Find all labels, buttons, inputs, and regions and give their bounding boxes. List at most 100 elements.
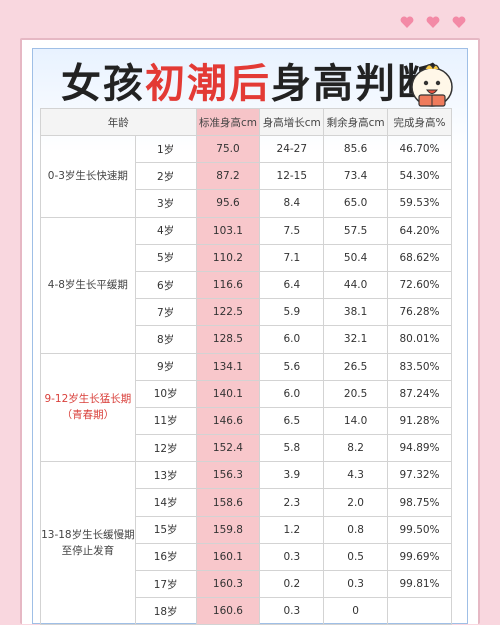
height-increase-cell: 7.5	[259, 216, 325, 245]
age-cell: 10岁	[134, 379, 197, 408]
age-cell: 12岁	[134, 434, 197, 463]
height-increase-cell: 3.9	[259, 461, 325, 490]
remaining-height-cell: 26.5	[323, 352, 389, 381]
standard-height-cell: 95.6	[195, 189, 261, 218]
remaining-height-cell: 0	[323, 597, 389, 625]
table-row: 8岁 128.5 6.0 32.1 80.01%	[41, 325, 452, 354]
height-increase-cell: 6.0	[259, 379, 325, 408]
table-row: 0-3岁生长快速期 1岁 75.0 24-27 85.6 46.70%	[40, 134, 452, 218]
age-group-label: 4-8岁生长平缓期	[40, 216, 136, 354]
heart-icon	[452, 16, 466, 28]
age-cell: 11岁	[134, 406, 197, 436]
height-increase-cell: 1.2	[259, 515, 325, 544]
title-part-1: 女孩	[61, 61, 145, 107]
height-increase-cell: 12-15	[259, 162, 325, 191]
completion-percent-cell	[387, 597, 452, 625]
remaining-height-cell: 32.1	[323, 325, 389, 354]
height-increase-cell: 6.0	[259, 325, 325, 354]
standard-height-cell: 122.5	[195, 298, 261, 327]
standard-height-cell: 140.1	[195, 379, 261, 408]
standard-height-cell: 158.6	[195, 488, 261, 517]
age-cell: 16岁	[134, 542, 197, 572]
heart-icon	[426, 16, 440, 28]
remaining-height-cell: 50.4	[323, 243, 389, 272]
age-group-label: 0-3岁生长快速期	[40, 135, 136, 218]
standard-height-cell: 152.4	[195, 434, 261, 463]
age-cell: 9岁	[134, 352, 197, 381]
remaining-height-cell: 85.6	[323, 134, 389, 164]
height-increase-cell: 6.4	[259, 270, 325, 300]
remaining-height-cell: 2.0	[323, 488, 389, 517]
standard-height-cell: 110.2	[195, 243, 261, 272]
remaining-height-cell: 44.0	[323, 270, 389, 300]
age-cell: 6岁	[134, 270, 197, 300]
completion-percent-cell: 99.81%	[387, 569, 452, 599]
age-cell: 15岁	[134, 515, 197, 544]
remaining-height-cell: 20.5	[323, 379, 389, 408]
header-height-increase: 身高增长cm	[259, 108, 325, 136]
completion-percent-cell: 59.53%	[387, 189, 452, 218]
age-cell: 3岁	[134, 189, 197, 218]
standard-height-cell: 160.1	[195, 542, 261, 572]
completion-percent-cell: 97.32%	[387, 461, 452, 490]
table-row: 12岁 152.4 5.8 8.2 94.89%	[41, 434, 452, 463]
table-row: 14岁 158.6 2.3 2.0 98.75%	[41, 488, 452, 517]
height-increase-cell: 5.8	[259, 434, 325, 463]
decorative-hearts	[400, 16, 466, 28]
completion-percent-cell: 54.30%	[387, 162, 452, 191]
table-row: 9-12岁生长猛长期（青春期） 9岁 134.1 5.6 26.5 83.50%	[40, 352, 452, 463]
table-row: 13-18岁生长缓慢期至停止发育 13岁 156.3 3.9 4.3 97.32%	[40, 461, 452, 625]
height-increase-cell: 0.2	[259, 569, 325, 599]
remaining-height-cell: 73.4	[323, 162, 389, 191]
table-row: 10岁 140.1 6.0 20.5 87.24%	[41, 379, 452, 408]
standard-height-cell: 134.1	[195, 352, 261, 381]
age-group-label: 9-12岁生长猛长期（青春期）	[40, 352, 136, 463]
standard-height-cell: 156.3	[195, 461, 261, 490]
header-remaining-height: 剩余身高cm	[323, 108, 389, 136]
table-row: 11岁 146.6 6.5 14.0 91.28%	[41, 406, 452, 436]
standard-height-cell: 128.5	[195, 325, 261, 354]
age-cell: 4岁	[134, 216, 197, 245]
standard-height-cell: 87.2	[195, 162, 261, 191]
table-row: 4-8岁生长平缓期 4岁 103.1 7.5 57.5 64.20%	[40, 216, 452, 354]
table-row: 18岁 160.6 0.3 0	[41, 597, 452, 625]
height-increase-cell: 0.3	[259, 597, 325, 625]
age-cell: 17岁	[134, 569, 197, 599]
age-cell: 2岁	[134, 162, 197, 191]
standard-height-cell: 103.1	[195, 216, 261, 245]
content-card: 女孩初潮后身高判断 年龄 标准身高cm 身高增长cm 剩余身高cm 完成身高% …	[20, 38, 480, 625]
remaining-height-cell: 0.5	[323, 542, 389, 572]
age-cell: 14岁	[134, 488, 197, 517]
header-age: 年龄	[40, 108, 197, 136]
age-cell: 18岁	[134, 597, 197, 625]
age-cell: 13岁	[134, 461, 197, 490]
remaining-height-cell: 14.0	[323, 406, 389, 436]
height-increase-cell: 8.4	[259, 189, 325, 218]
standard-height-cell: 116.6	[195, 270, 261, 300]
standard-height-cell: 160.3	[195, 569, 261, 599]
age-cell: 8岁	[134, 325, 197, 354]
height-increase-cell: 6.5	[259, 406, 325, 436]
height-increase-cell: 7.1	[259, 243, 325, 272]
age-cell: 1岁	[134, 134, 197, 164]
table-row: 17岁 160.3 0.2 0.3 99.81%	[41, 569, 452, 599]
title-part-2: 初潮后	[145, 61, 271, 107]
completion-percent-cell: 80.01%	[387, 325, 452, 354]
remaining-height-cell: 8.2	[323, 434, 389, 463]
standard-height-cell: 159.8	[195, 515, 261, 544]
completion-percent-cell: 98.75%	[387, 488, 452, 517]
standard-height-cell: 146.6	[195, 406, 261, 436]
height-increase-cell: 5.9	[259, 298, 325, 327]
standard-height-cell: 160.6	[195, 597, 261, 625]
height-table: 年龄 标准身高cm 身高增长cm 剩余身高cm 完成身高% 0-3岁生长快速期 1…	[40, 108, 452, 625]
remaining-height-cell: 4.3	[323, 461, 389, 490]
remaining-height-cell: 57.5	[323, 216, 389, 245]
table-header-row: 年龄 标准身高cm 身高增长cm 剩余身高cm 完成身高%	[40, 108, 452, 136]
remaining-height-cell: 0.3	[323, 569, 389, 599]
completion-percent-cell: 83.50%	[387, 352, 452, 381]
remaining-height-cell: 38.1	[323, 298, 389, 327]
completion-percent-cell: 91.28%	[387, 406, 452, 436]
age-group-label: 13-18岁生长缓慢期至停止发育	[40, 461, 136, 625]
page-title: 女孩初潮后身高判断	[33, 55, 467, 113]
remaining-height-cell: 0.8	[323, 515, 389, 544]
